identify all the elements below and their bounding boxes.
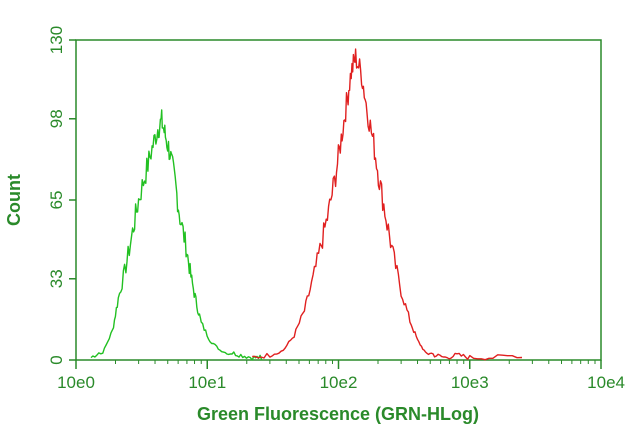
series-layer: [90, 48, 523, 361]
y-tick-label: 130: [47, 26, 66, 54]
series-line-green: [90, 109, 263, 361]
x-tick-label: 10e3: [451, 373, 489, 392]
series-line-red: [252, 48, 523, 361]
y-axis-ticks: 0 33 65 98 130: [47, 26, 76, 365]
y-tick-label: 0: [47, 355, 66, 364]
y-tick-label: 65: [47, 191, 66, 210]
x-tick-label: 10e0: [57, 373, 95, 392]
x-tick-label: 10e1: [188, 373, 226, 392]
y-tick-label: 33: [47, 269, 66, 288]
x-tick-label: 10e2: [320, 373, 358, 392]
x-axis-title: Green Fluorescence (GRN-HLog): [197, 404, 479, 424]
plot-area-frame: [75, 39, 602, 361]
y-axis-title: Count: [4, 174, 24, 226]
y-tick-label: 98: [47, 109, 66, 128]
x-tick-label: 10e4: [587, 373, 625, 392]
x-axis-ticks: 10e0 10e1 10e2 10e3 10e4: [57, 360, 625, 392]
